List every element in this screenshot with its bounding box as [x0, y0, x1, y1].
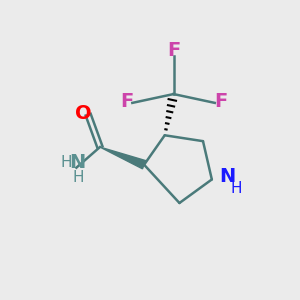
Text: H: H — [230, 181, 242, 196]
Text: H: H — [72, 170, 84, 185]
Text: H: H — [60, 155, 72, 170]
Text: F: F — [167, 41, 180, 60]
Text: F: F — [214, 92, 227, 111]
Text: N: N — [70, 153, 86, 172]
Text: O: O — [75, 104, 92, 123]
Text: N: N — [219, 167, 236, 186]
Polygon shape — [100, 147, 146, 169]
Text: F: F — [120, 92, 133, 111]
